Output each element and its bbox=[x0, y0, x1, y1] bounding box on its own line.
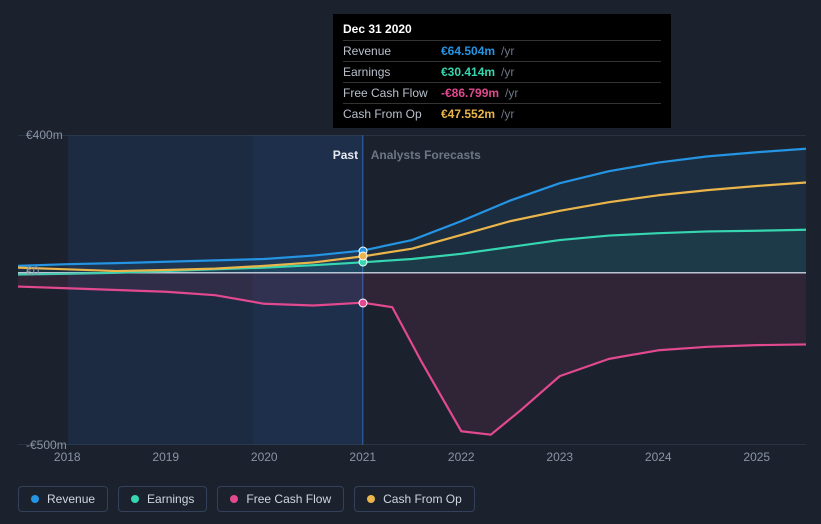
x-axis-label: 2020 bbox=[251, 450, 278, 464]
x-axis-label: 2025 bbox=[743, 450, 770, 464]
tooltip-row-value: €30.414m bbox=[441, 65, 495, 79]
tooltip-row-label: Earnings bbox=[343, 65, 441, 79]
tooltip-row-unit: /yr bbox=[501, 107, 514, 121]
financial-chart: €400m€0-€500m 20182019202020212022202320… bbox=[0, 0, 821, 524]
tooltip-row: Free Cash Flow-€86.799m/yr bbox=[343, 82, 661, 103]
legend-dot-icon bbox=[31, 495, 39, 503]
legend-dot-icon bbox=[131, 495, 139, 503]
plot-area[interactable] bbox=[18, 135, 806, 445]
tooltip-row: Cash From Op€47.552m/yr bbox=[343, 103, 661, 124]
tooltip-row-value: €47.552m bbox=[441, 107, 495, 121]
series-marker bbox=[358, 298, 367, 307]
tooltip: Dec 31 2020 Revenue€64.504m/yrEarnings€3… bbox=[333, 14, 671, 128]
tooltip-row-label: Revenue bbox=[343, 44, 441, 58]
x-axis-label: 2023 bbox=[546, 450, 573, 464]
tooltip-row: Revenue€64.504m/yr bbox=[343, 40, 661, 61]
x-axis-label: 2021 bbox=[349, 450, 376, 464]
chart-svg bbox=[18, 135, 806, 445]
series-marker bbox=[358, 252, 367, 261]
tooltip-row-unit: /yr bbox=[501, 65, 514, 79]
x-axis-label: 2024 bbox=[645, 450, 672, 464]
x-axis-label: 2019 bbox=[152, 450, 179, 464]
legend-dot-icon bbox=[367, 495, 375, 503]
tooltip-date: Dec 31 2020 bbox=[343, 20, 661, 40]
legend-item-earnings[interactable]: Earnings bbox=[118, 486, 207, 512]
legend-item-fcf[interactable]: Free Cash Flow bbox=[217, 486, 344, 512]
legend-label: Cash From Op bbox=[383, 492, 462, 506]
legend-label: Revenue bbox=[47, 492, 95, 506]
legend-item-revenue[interactable]: Revenue bbox=[18, 486, 108, 512]
y-axis-label: €400m bbox=[26, 128, 63, 142]
legend-label: Free Cash Flow bbox=[246, 492, 331, 506]
legend-dot-icon bbox=[230, 495, 238, 503]
x-axis-label: 2022 bbox=[448, 450, 475, 464]
tooltip-row-unit: /yr bbox=[501, 44, 514, 58]
past-label: Past bbox=[333, 148, 358, 162]
tooltip-row-value: -€86.799m bbox=[441, 86, 499, 100]
legend-label: Earnings bbox=[147, 492, 194, 506]
y-axis-label: €0 bbox=[26, 264, 39, 278]
tooltip-row-label: Cash From Op bbox=[343, 107, 441, 121]
tooltip-row-unit: /yr bbox=[505, 86, 518, 100]
legend: Revenue Earnings Free Cash Flow Cash From O… bbox=[18, 486, 475, 512]
forecast-label: Analysts Forecasts bbox=[371, 148, 481, 162]
x-axis-label: 2018 bbox=[54, 450, 81, 464]
tooltip-row-label: Free Cash Flow bbox=[343, 86, 441, 100]
legend-item-cfo[interactable]: Cash From Op bbox=[354, 486, 475, 512]
tooltip-row: Earnings€30.414m/yr bbox=[343, 61, 661, 82]
tooltip-row-value: €64.504m bbox=[441, 44, 495, 58]
